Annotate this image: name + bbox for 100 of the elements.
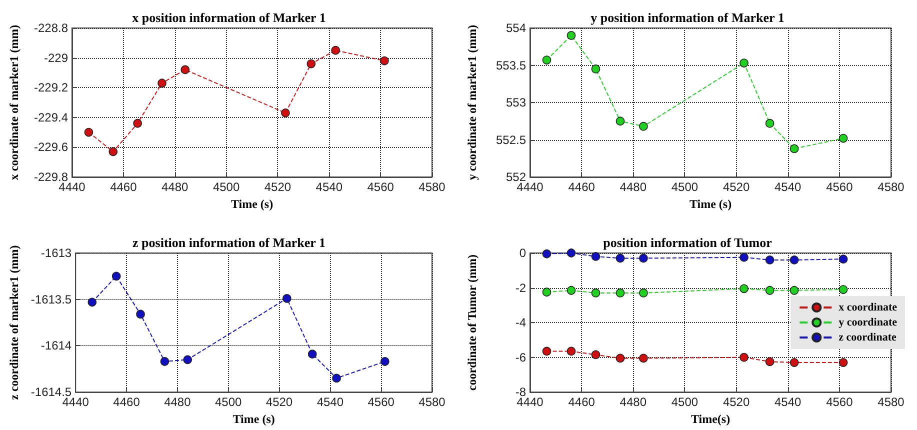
- point: [380, 357, 390, 366]
- x-tick-label: 4560: [367, 180, 394, 194]
- point: [616, 116, 625, 126]
- point: [566, 248, 576, 258]
- point: [88, 298, 97, 307]
- x-tick-label: 4560: [826, 395, 854, 410]
- point: [790, 286, 799, 295]
- point: [566, 346, 576, 356]
- y-tick-label: -229.2: [34, 80, 68, 95]
- point: [591, 252, 600, 261]
- point: [639, 122, 648, 131]
- point: [566, 31, 576, 40]
- x-tick-label: 4560: [826, 180, 854, 194]
- point: [281, 108, 290, 118]
- point: [183, 355, 192, 364]
- legend-label: z coordinate: [838, 332, 896, 344]
- x-tick-label: 4440: [62, 395, 90, 410]
- point: [591, 350, 600, 360]
- point: [542, 346, 552, 356]
- point: [282, 294, 292, 303]
- y-tick-label: 0: [519, 246, 526, 260]
- point: [639, 354, 648, 363]
- y-tick-label: -1614: [40, 338, 72, 353]
- y-axis-title: coordinate of Tumor (mm): [465, 254, 479, 391]
- point: [838, 254, 848, 264]
- point: [308, 350, 317, 358]
- point: [838, 285, 848, 294]
- y-tick-label: -1613.5: [30, 292, 72, 306]
- y-tick-label: -2: [515, 280, 526, 295]
- point: [838, 358, 848, 367]
- y-tick-label: -4: [515, 316, 526, 330]
- point: [639, 254, 648, 263]
- x-tick-label: 4520: [722, 395, 750, 410]
- x-tick-label: 4580: [878, 180, 905, 194]
- point: [616, 288, 625, 298]
- x-axis-title: Time(s): [690, 412, 730, 426]
- x-tick-label: 4500: [671, 180, 698, 194]
- y-tick-label: -229.6: [34, 140, 68, 154]
- x-tick-label: 4520: [722, 180, 750, 194]
- point: [136, 310, 145, 319]
- point: [158, 78, 166, 88]
- point: [740, 58, 748, 68]
- point: [591, 64, 600, 74]
- x-tick-label: 4480: [164, 395, 192, 410]
- x-tick-label: 4520: [266, 395, 293, 410]
- point: [765, 118, 774, 128]
- x-tick-label: 4440: [516, 395, 544, 410]
- point: [108, 147, 118, 156]
- x-axis-title: Time (s): [689, 196, 732, 211]
- x-tick-label: 4460: [110, 180, 138, 194]
- y-tick-label: -228.8: [34, 21, 68, 35]
- x-tick-label: 4460: [568, 180, 596, 194]
- point: [740, 252, 748, 262]
- point: [616, 354, 625, 363]
- x-tick-label: 4520: [264, 180, 292, 194]
- point: [765, 286, 774, 295]
- chart-title: y position information of Marker 1: [590, 10, 784, 25]
- x-tick-label: 4500: [671, 395, 698, 410]
- y-tick-label: -229.4: [34, 110, 68, 124]
- point: [740, 352, 748, 362]
- y-tick-label: -229: [44, 50, 68, 65]
- point: [740, 284, 748, 294]
- point: [616, 254, 625, 263]
- chart-title: z position information of Marker 1: [132, 235, 326, 250]
- x-tick-label: 4500: [214, 395, 242, 410]
- point: [566, 286, 576, 295]
- y-tick-label: -6: [515, 350, 526, 364]
- point: [790, 256, 799, 264]
- point: [790, 144, 799, 154]
- point: [542, 56, 552, 64]
- x-tick-label: 4460: [568, 395, 596, 410]
- point: [790, 358, 799, 367]
- y-axis-title: z coordinate of marker1 (mm): [7, 245, 21, 400]
- y-tick-label: 554: [506, 21, 526, 35]
- point: [133, 118, 142, 128]
- x-tick-label: 4500: [212, 180, 240, 194]
- x-tick-label: 4540: [316, 180, 343, 194]
- point: [332, 374, 341, 383]
- point: [112, 272, 121, 281]
- y-axis-title: y coordinate of marker1 (mm): [465, 24, 479, 180]
- x-tick-label: 4540: [316, 395, 344, 410]
- x-tick-label: 4460: [113, 395, 140, 410]
- point: [765, 357, 774, 366]
- point: [380, 56, 389, 66]
- point: [160, 357, 170, 366]
- y-tick-label: 553: [506, 96, 526, 110]
- y-tick-label: -1613: [40, 246, 72, 260]
- y-tick-label: 552.5: [496, 132, 526, 147]
- y-axis-title: x coordinate of marker1 (mm): [7, 24, 21, 180]
- x-tick-label: 4580: [418, 395, 446, 410]
- x-tick-label: 4540: [774, 395, 802, 410]
- x-tick-label: 4480: [620, 395, 647, 410]
- point: [542, 288, 552, 297]
- x-tick-label: 4540: [774, 180, 802, 194]
- x-tick-label: 4580: [878, 395, 905, 410]
- point: [84, 128, 94, 137]
- point: [765, 256, 774, 264]
- point: [306, 59, 316, 68]
- x-axis-title: Time (s): [230, 196, 274, 211]
- x-tick-label: 4480: [620, 180, 647, 194]
